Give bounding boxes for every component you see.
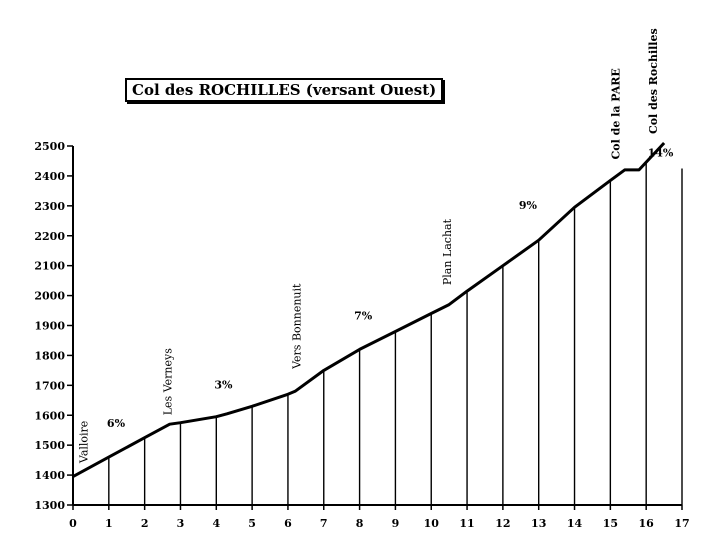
y-tick-label: 2000 [34,290,65,303]
x-tick-label: 3 [177,517,185,530]
gradient-label: 6% [107,417,126,430]
x-tick-label: 4 [212,517,220,530]
x-tick-label: 5 [248,517,256,530]
gradient-label: 3% [214,378,233,391]
place-label: Valloire [77,421,90,464]
chart-title: Col des ROCHILLES (versant Ouest) [125,78,444,102]
place-label: Col des Rochilles [647,28,660,134]
y-tick-label: 2100 [34,260,65,273]
y-tick-label: 2300 [34,200,65,213]
x-tick-label: 2 [141,517,149,530]
gradient-label: 14% [648,146,674,159]
place-label: Plan Lachat [441,218,454,285]
place-label: Vers Bonnenuit [290,283,303,370]
x-tick-label: 8 [356,517,364,530]
y-tick-label: 1800 [34,349,65,362]
y-tick-label: 1600 [34,409,65,422]
y-tick-label: 2200 [34,230,65,243]
x-tick-label: 17 [674,517,689,530]
y-tick-label: 1700 [34,379,65,392]
gradient-label: 9% [519,199,538,212]
x-tick-label: 13 [531,517,546,530]
x-tick-label: 14 [567,517,583,530]
x-tick-label: 6 [284,517,292,530]
gradient-label: 7% [354,310,373,323]
x-tick-label: 10 [424,517,440,530]
x-tick-label: 9 [392,517,400,530]
y-tick-label: 2400 [34,170,65,183]
x-tick-label: 7 [320,517,328,530]
place-label: Les Verneys [162,348,175,415]
x-tick-label: 12 [495,517,510,530]
y-tick-label: 1400 [34,469,65,482]
elevation-profile-line [72,141,666,478]
x-tick-label: 1 [105,517,113,530]
x-tick-label: 11 [459,517,474,530]
y-tick-label: 1900 [34,320,65,333]
x-tick-label: 15 [603,517,618,530]
y-tick-label: 2500 [34,140,65,153]
place-label: Col de la PARE [609,68,622,159]
x-tick-label: 16 [639,517,655,530]
x-tick-label: 0 [69,517,77,530]
y-tick-label: 1500 [34,439,65,452]
y-tick-label: 1300 [34,499,65,512]
